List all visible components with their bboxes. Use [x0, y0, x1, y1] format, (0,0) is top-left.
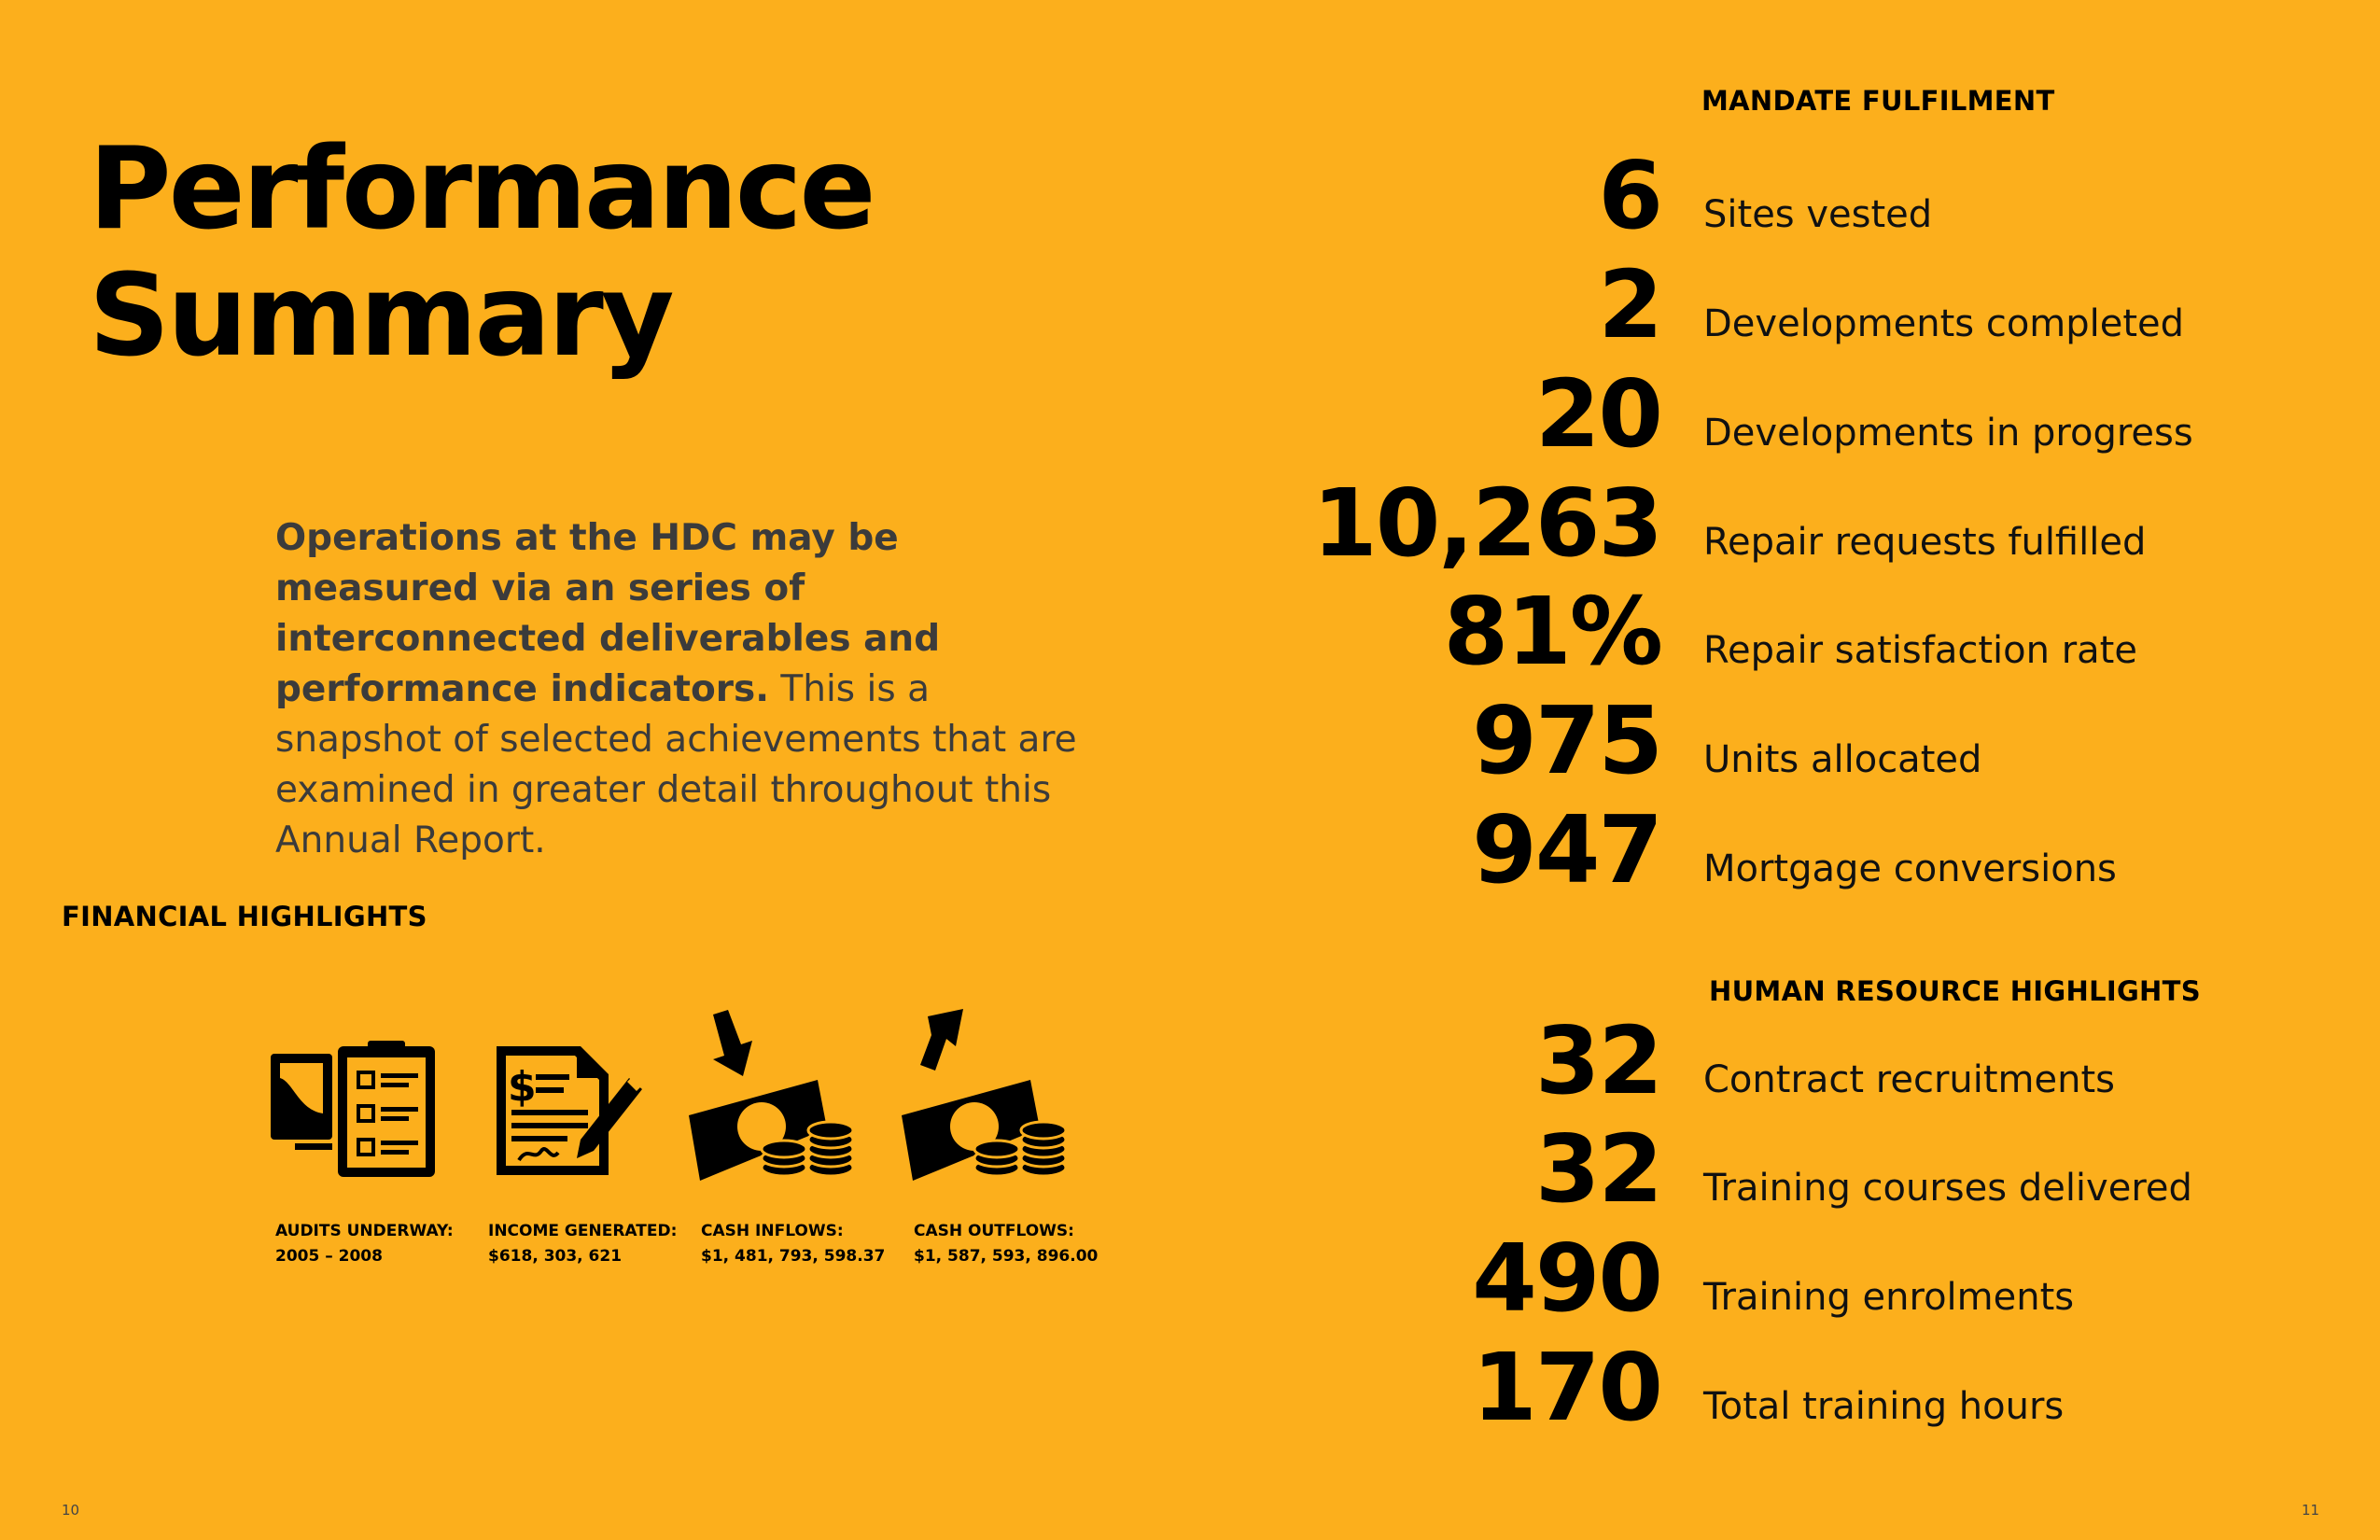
stat-value: 947	[1472, 795, 1663, 904]
stat-label: Repair requests fulfilled	[1703, 521, 2147, 564]
caption-label: CASH OUTFLOWS:	[914, 1222, 1074, 1240]
stat-value: 6	[1598, 141, 1663, 250]
caption-value: 2005 – 2008	[275, 1247, 383, 1266]
stat-value: 2	[1598, 250, 1663, 359]
stat-value: 81%	[1443, 577, 1663, 686]
stat-value: 32	[1534, 1114, 1663, 1224]
cash-inflow-icon	[689, 1010, 855, 1181]
page-number-left: 10	[62, 1502, 80, 1519]
invoice-signature-icon: $	[497, 1046, 642, 1175]
page-title: Performance Summary	[89, 123, 876, 382]
hr-heading: HUMAN RESOURCE HIGHLIGHTS	[1709, 975, 2201, 1007]
stat-label: Mortgage conversions	[1703, 847, 2117, 890]
stat-label: Repair satisfaction rate	[1703, 629, 2137, 672]
stat-label: Training enrolments	[1703, 1276, 2075, 1319]
financial-caption-inflows: CASH INFLOWS: $1, 481, 793, 598.37	[701, 1219, 885, 1269]
caption-label: CASH INFLOWS:	[701, 1222, 844, 1240]
intro-regular: This is a snapshot of selected achieveme…	[275, 668, 1077, 861]
svg-text:$: $	[508, 1063, 537, 1111]
financial-caption-income: INCOME GENERATED: $618, 303, 621	[488, 1219, 677, 1269]
stat-label: Total training hours	[1703, 1385, 2065, 1428]
caption-label: AUDITS UNDERWAY:	[275, 1222, 454, 1240]
financial-caption-audits: AUDITS UNDERWAY: 2005 – 2008	[275, 1219, 454, 1269]
stat-value: 170	[1472, 1333, 1663, 1442]
title-line-1: Performance	[89, 123, 876, 255]
stat-value: 20	[1534, 359, 1663, 469]
cash-outflow-icon	[902, 1009, 1068, 1181]
intro-bold: Operations at the HDC may be measured vi…	[275, 517, 941, 710]
stat-value: 975	[1472, 686, 1663, 795]
stat-value: 490	[1472, 1224, 1663, 1333]
audit-clipboard-icon	[271, 1041, 435, 1177]
stat-label: Contract recruitments	[1703, 1058, 2115, 1101]
caption-value: $1, 587, 593, 896.00	[914, 1247, 1099, 1266]
stat-label: Developments completed	[1703, 302, 2185, 345]
mandate-heading: MANDATE FULFILMENT	[1701, 85, 2055, 117]
page-number-right: 11	[2302, 1502, 2320, 1519]
stat-label: Sites vested	[1703, 193, 1933, 236]
stat-value: 10,263	[1312, 469, 1663, 578]
caption-value: $618, 303, 621	[488, 1247, 623, 1266]
caption-label: INCOME GENERATED:	[488, 1222, 678, 1240]
caption-value: $1, 481, 793, 598.37	[701, 1247, 886, 1266]
stat-label: Training courses delivered	[1703, 1167, 2192, 1210]
financial-caption-outflows: CASH OUTFLOWS: $1, 587, 593, 896.00	[914, 1219, 1098, 1269]
financial-heading: FINANCIAL HIGHLIGHTS	[62, 901, 427, 932]
title-line-2: Summary	[89, 250, 675, 382]
stat-label: Developments in progress	[1703, 412, 2193, 455]
stat-row: 170 Total training hours	[0, 1332, 2380, 1435]
stat-value: 32	[1534, 1006, 1663, 1115]
intro-paragraph: Operations at the HDC may be measured vi…	[275, 513, 1097, 866]
stat-label: Units allocated	[1703, 738, 1982, 781]
